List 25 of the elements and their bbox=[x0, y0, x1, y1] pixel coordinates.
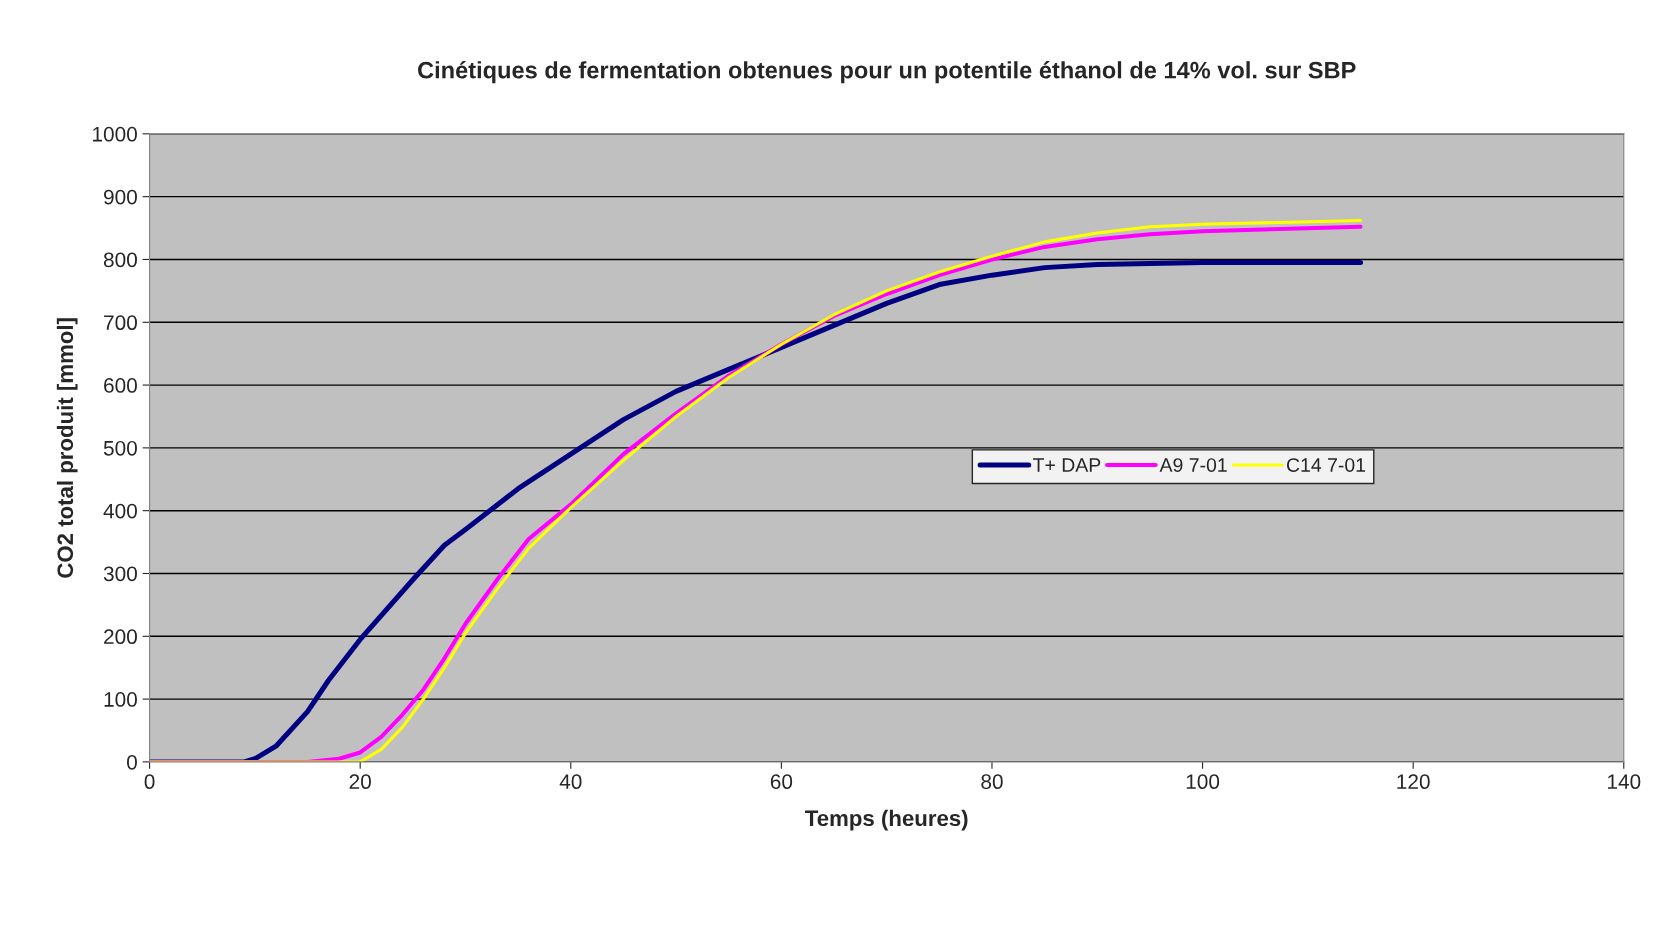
chart-title: Cinétiques de fermentation obtenues pour un potentile éthanol de 14% vol. sur SBP bbox=[418, 60, 1356, 84]
y-tick-label: 0 bbox=[127, 754, 137, 770]
x-tick-label: 100 bbox=[1186, 774, 1220, 790]
legend-label: T+ DAP bbox=[1033, 458, 1101, 472]
x-tick-label: 40 bbox=[559, 774, 582, 790]
y-tick-label: 1000 bbox=[93, 126, 137, 142]
x-axis-title: Temps (heures) bbox=[805, 809, 968, 831]
y-tick-label: 500 bbox=[103, 440, 137, 456]
y-tick-label: 400 bbox=[103, 503, 137, 519]
y-tick-label: 900 bbox=[104, 189, 137, 205]
legend-label: C14 7-01 bbox=[1286, 458, 1366, 472]
x-tick-label: 20 bbox=[349, 774, 371, 790]
x-tick-label: 0 bbox=[144, 774, 155, 790]
y-axis-title: CO2 total produit [mmol] bbox=[56, 318, 78, 578]
y-tick-label: 200 bbox=[104, 629, 137, 645]
y-tick-label: 100 bbox=[104, 692, 137, 707]
x-tick-label: 80 bbox=[981, 774, 1003, 790]
x-tick-label: 120 bbox=[1397, 774, 1430, 790]
y-tick-label: 600 bbox=[104, 378, 137, 393]
legend-label: A9 7-01 bbox=[1159, 458, 1227, 472]
x-tick-label: 140 bbox=[1607, 774, 1641, 790]
x-tick-label: 60 bbox=[770, 774, 793, 790]
y-tick-label: 700 bbox=[104, 315, 137, 331]
y-tick-label: 800 bbox=[103, 252, 137, 268]
y-tick-label: 300 bbox=[103, 566, 137, 582]
